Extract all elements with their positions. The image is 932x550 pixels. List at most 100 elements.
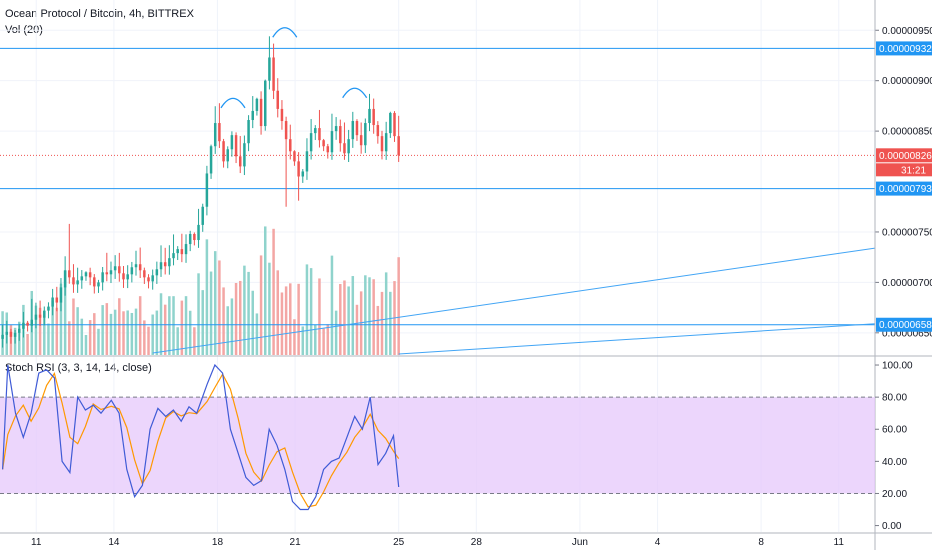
trend-line <box>152 247 876 354</box>
volume-bar <box>293 319 296 355</box>
volume-bar <box>147 326 150 355</box>
volume-bar <box>251 290 254 355</box>
volume-bar <box>143 320 146 355</box>
trend-line <box>398 323 876 355</box>
volume-bar <box>305 264 309 355</box>
countdown-tag <box>876 163 932 177</box>
candle-body <box>180 249 184 255</box>
volume-bar <box>247 271 250 355</box>
time-tick-label: 28 <box>471 537 483 548</box>
volume-bar <box>138 296 142 355</box>
candle-body <box>130 267 134 275</box>
volume-bar <box>159 293 163 355</box>
candle-body <box>38 314 42 318</box>
candle-body <box>272 57 275 91</box>
candle-body <box>201 206 204 225</box>
candle-body <box>76 280 79 285</box>
level-tag <box>876 41 932 56</box>
candle-body <box>159 262 163 270</box>
volume-bar <box>380 291 384 355</box>
candle-body <box>222 141 225 162</box>
candle-body <box>364 123 367 146</box>
candle-body <box>18 328 21 333</box>
volume-bar <box>188 310 192 355</box>
volume-bar <box>284 286 288 355</box>
candle-body <box>147 277 150 282</box>
volume-bar <box>263 226 267 355</box>
time-tick-label: 4 <box>655 537 661 548</box>
volume-bar <box>297 283 300 355</box>
time-tick-label: 25 <box>393 537 405 548</box>
volume-bar <box>368 277 371 355</box>
candle-body <box>359 135 363 146</box>
candle-body <box>105 272 109 275</box>
candle-body <box>197 224 200 241</box>
chart-title: Ocean Protocol / Bitcoin, 4h, BITTREX <box>5 8 194 20</box>
candle-body <box>318 128 321 141</box>
volume-bar <box>122 311 125 355</box>
candle-body <box>247 120 250 144</box>
rsi-tick-label: 60.00 <box>882 425 907 436</box>
volume-bar <box>168 296 171 355</box>
candle-body <box>372 108 375 126</box>
level-tag <box>876 181 932 196</box>
time-tick-label: 14 <box>108 537 120 548</box>
candle-body <box>51 297 54 307</box>
candle-body <box>88 272 92 278</box>
candle-body <box>205 173 209 207</box>
candle-body <box>209 146 213 174</box>
pattern-arc <box>272 27 298 38</box>
rsi-tick-label: 0.00 <box>882 521 902 532</box>
volume-bar <box>84 334 88 355</box>
candle-body <box>305 151 309 172</box>
pattern-arc <box>342 87 368 99</box>
candle-body <box>309 133 313 152</box>
volume-bar <box>334 310 338 355</box>
candle-body <box>351 121 355 140</box>
candle-body <box>384 133 388 152</box>
volume-bar <box>80 318 84 355</box>
rsi-tick-label: 20.00 <box>882 489 907 500</box>
volume-bar <box>289 283 292 355</box>
volume-bar <box>151 314 154 355</box>
volume-bar <box>330 255 334 355</box>
volume-bar <box>238 280 242 355</box>
volume-bar <box>59 283 63 355</box>
candle-body <box>243 143 246 167</box>
volume-bar <box>389 291 392 355</box>
volume-bar <box>301 326 305 355</box>
rsi-tick-label: 40.00 <box>882 457 907 468</box>
volume-bar <box>176 327 179 355</box>
candle-body <box>238 156 242 167</box>
candle-body <box>339 126 342 144</box>
volume-bar <box>259 255 263 355</box>
volume-bar <box>97 328 100 355</box>
candle-body <box>68 270 71 278</box>
volume-bar <box>351 276 355 355</box>
candle-body <box>301 171 305 177</box>
candle-body <box>80 276 84 281</box>
volume-bar <box>339 284 342 355</box>
candle-body <box>97 282 100 287</box>
volume-bar <box>130 312 134 355</box>
candle-body <box>59 287 63 303</box>
candle-body <box>134 264 138 268</box>
volume-bar <box>309 268 313 355</box>
rsi-tick-label: 100.00 <box>882 361 913 372</box>
volume-bar <box>255 313 259 355</box>
level-tag-label: 0.00000932 <box>879 44 932 55</box>
volume-bar <box>205 239 209 355</box>
candle-body <box>284 121 288 140</box>
volume-bar <box>193 327 196 355</box>
candle-body <box>193 233 196 241</box>
rsi-d-line <box>2 372 400 508</box>
candle-body <box>188 233 192 245</box>
volume-bar <box>163 304 167 355</box>
candle-body <box>297 161 300 177</box>
volume-bar <box>38 307 42 355</box>
candle-body <box>22 322 25 329</box>
candle-body <box>126 274 129 280</box>
candle-body <box>314 128 317 134</box>
